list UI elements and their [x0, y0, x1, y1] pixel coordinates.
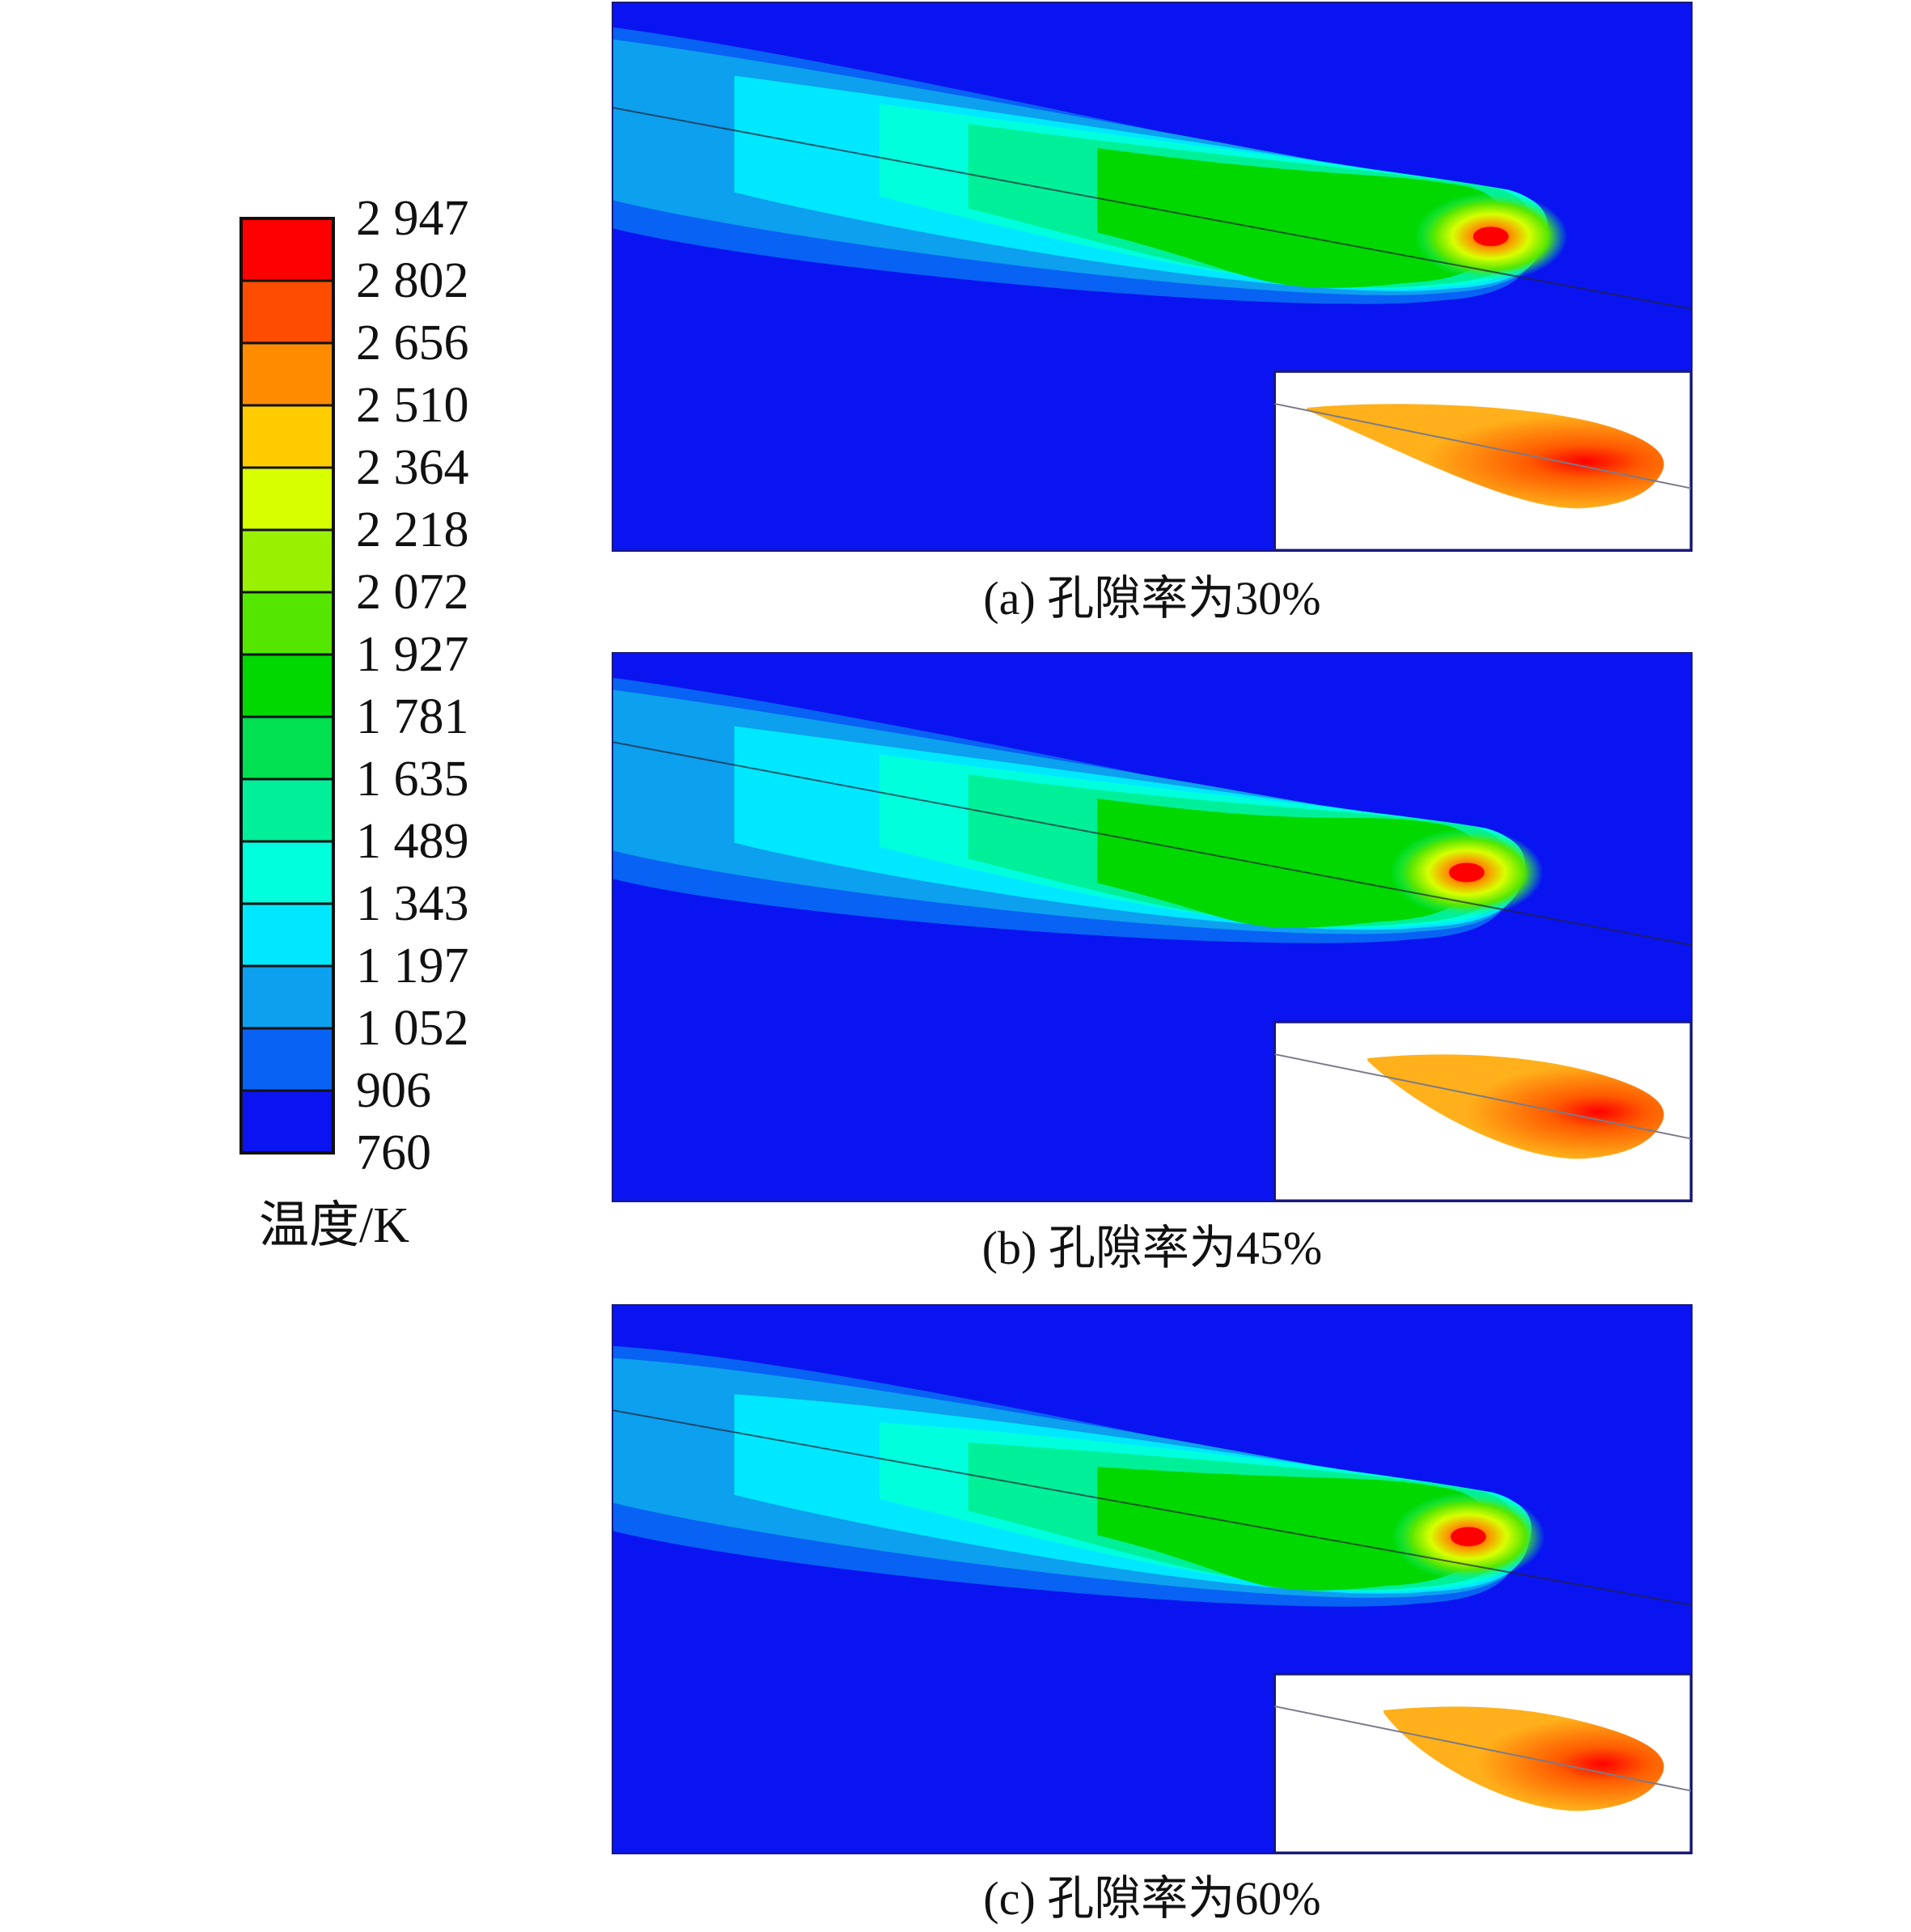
legend-tick-label: 2 947 [356, 191, 469, 246]
legend-band [239, 1027, 335, 1092]
legend-tick-labels: 2 947 2 802 2 656 2 510 2 364 2 218 2 072 1 927… [356, 191, 469, 1180]
legend-tick-label: 1 781 [356, 689, 469, 744]
temperature-contour-band [1097, 1466, 1487, 1591]
contour-svg [613, 1306, 1691, 1853]
legend-tick-label: 2 218 [356, 502, 469, 557]
legend-band [239, 1089, 335, 1155]
legend-tick-label: 2 656 [356, 316, 469, 371]
contour-svg [613, 3, 1691, 550]
legend-band [239, 902, 335, 968]
legend-tick-label: 1 927 [356, 627, 469, 682]
legend-tick-label: 1 635 [356, 752, 469, 807]
legend-tick-label: 2 510 [356, 378, 469, 433]
scan-path-line [613, 1409, 1691, 1606]
caption-a: (a) 孔隙率为30% [983, 572, 1321, 625]
melt-pool-shape [1367, 1054, 1664, 1159]
scan-path-line [613, 107, 1691, 310]
legend-tick-label: 1 197 [356, 938, 469, 994]
melt-pool-inset [1273, 1020, 1691, 1201]
legend-title: 温度/K [259, 1198, 409, 1253]
legend-tick-label: 2 802 [356, 253, 469, 308]
hot-spot-core [1450, 1527, 1486, 1547]
legend-tick-label: 2 072 [356, 565, 469, 620]
melt-pool-shape [1307, 404, 1664, 509]
hot-spot-core [1472, 227, 1509, 247]
legend-band [239, 341, 335, 407]
inset-scan-line [1274, 403, 1691, 489]
legend-band [239, 466, 335, 532]
legend-band [239, 840, 335, 905]
contour-panel-b [612, 652, 1693, 1202]
melt-pool-inset [1273, 1672, 1691, 1853]
legend-color-bands [239, 217, 335, 1155]
temperature-contour-band [1097, 798, 1481, 929]
inset-scan-line [1274, 1705, 1691, 1792]
caption-b: (b) 孔隙率为45% [981, 1222, 1323, 1274]
legend-frame [239, 217, 335, 1155]
legend-band [239, 217, 335, 282]
scan-path-line [613, 741, 1691, 946]
legend-tick-label: 760 [356, 1125, 431, 1180]
contour-panel-c [612, 1304, 1693, 1854]
contour-panel-a [612, 2, 1693, 552]
legend-band [239, 404, 335, 469]
legend-band [239, 528, 335, 594]
legend-tick-label: 2 364 [356, 440, 469, 495]
temperature-color-legend: 2 947 2 802 2 656 2 510 2 364 2 218 2 072 1 927… [239, 191, 469, 1253]
legend-tick-label: 906 [356, 1063, 431, 1118]
legend-band [239, 964, 335, 1030]
inset-scan-line [1274, 1053, 1691, 1140]
legend-band [239, 591, 335, 656]
legend-band [239, 653, 335, 718]
hot-spot-core [1448, 862, 1485, 883]
legend-band [239, 715, 335, 781]
temperature-contour-band [1097, 147, 1503, 288]
legend-tick-label: 1 343 [356, 876, 469, 931]
melt-pool-shape [1383, 1706, 1664, 1811]
legend-band [239, 279, 335, 345]
legend-band [239, 777, 335, 843]
legend-tick-label: 1 052 [356, 1001, 469, 1056]
contour-svg [613, 654, 1691, 1201]
caption-c: (c) 孔隙率为60% [983, 1872, 1321, 1925]
melt-pool-inset [1273, 370, 1691, 550]
legend-tick-label: 1 489 [356, 814, 469, 869]
